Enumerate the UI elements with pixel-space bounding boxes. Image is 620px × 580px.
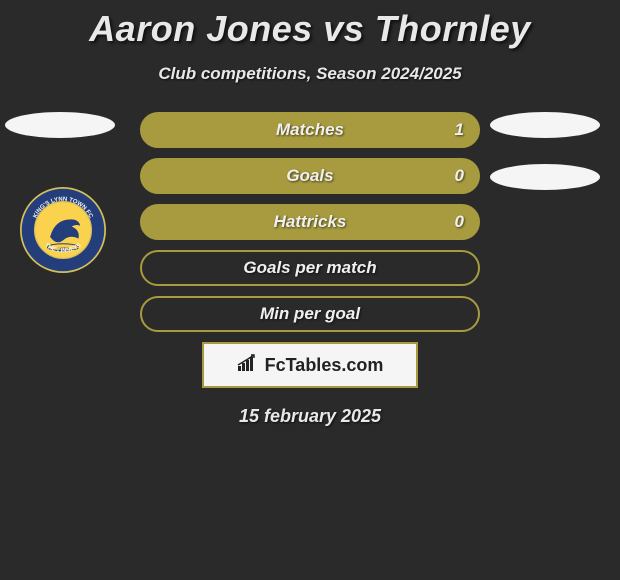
footer-date: 15 february 2025	[0, 406, 620, 427]
stat-label: Goals per match	[243, 258, 376, 278]
stat-label: Matches	[276, 120, 344, 140]
stat-label: Min per goal	[260, 304, 360, 324]
brand-chart-icon	[237, 354, 259, 377]
club-badge-kings-lynn: 1879 KING'S LYNN TOWN FC THE LINNETS	[20, 187, 106, 273]
page-title: Aaron Jones vs Thornley	[0, 0, 620, 50]
brand-label: FcTables.com	[237, 354, 384, 377]
stat-bar-matches: Matches 1	[140, 112, 480, 148]
stat-value: 1	[455, 120, 464, 140]
left-placeholder-ellipse	[5, 112, 115, 138]
stat-bar-hattricks: Hattricks 0	[140, 204, 480, 240]
stat-bars: Matches 1 Goals 0 Hattricks 0 Goals per match M…	[140, 112, 480, 332]
right-placeholder-ellipse-2	[490, 164, 600, 190]
brand-box: FcTables.com	[202, 342, 418, 388]
stat-value: 0	[455, 212, 464, 232]
comparison-area: 1879 KING'S LYNN TOWN FC THE LINNETS Mat…	[0, 112, 620, 427]
brand-text-content: FcTables.com	[265, 355, 384, 376]
stat-bar-goals-per-match: Goals per match	[140, 250, 480, 286]
stat-value: 0	[455, 166, 464, 186]
stat-label: Goals	[286, 166, 333, 186]
stat-label: Hattricks	[274, 212, 347, 232]
right-placeholder-ellipse-1	[490, 112, 600, 138]
subtitle: Club competitions, Season 2024/2025	[0, 64, 620, 84]
stat-bar-min-per-goal: Min per goal	[140, 296, 480, 332]
stat-bar-goals: Goals 0	[140, 158, 480, 194]
